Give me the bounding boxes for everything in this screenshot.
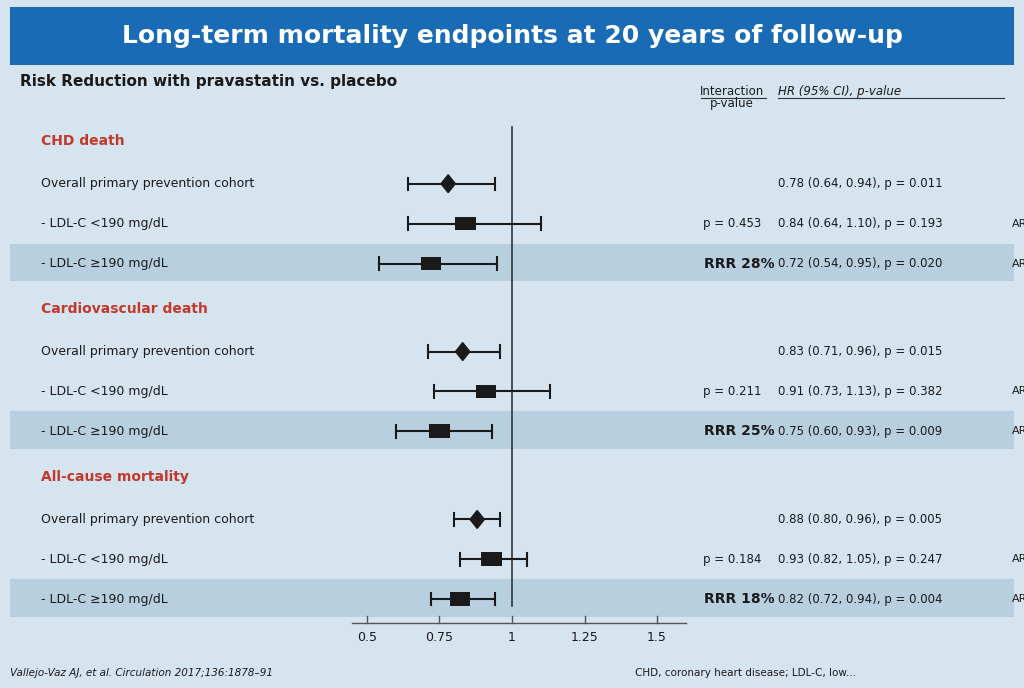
Text: CHD, coronary heart disease; LDL-C, low...: CHD, coronary heart disease; LDL-C, low.… (635, 668, 856, 678)
FancyBboxPatch shape (450, 592, 470, 606)
Text: CHD death: CHD death (41, 134, 125, 148)
Text: 0.82 (0.72, 0.94), p = 0.004: 0.82 (0.72, 0.94), p = 0.004 (778, 593, 943, 605)
Text: 0.84 (0.64, 1.10), p = 0.193: 0.84 (0.64, 1.10), p = 0.193 (778, 217, 943, 230)
Text: - LDL-C <190 mg/dL: - LDL-C <190 mg/dL (41, 385, 168, 398)
Text: - LDL-C ≥190 mg/dL: - LDL-C ≥190 mg/dL (41, 257, 168, 270)
Polygon shape (441, 175, 456, 193)
Text: Overall primary prevention cohort: Overall primary prevention cohort (41, 178, 254, 190)
Text: 0.83 (0.71, 0.96), p = 0.015: 0.83 (0.71, 0.96), p = 0.015 (778, 345, 943, 358)
Text: 0.72 (0.54, 0.95), p = 0.020: 0.72 (0.54, 0.95), p = 0.020 (778, 257, 943, 270)
FancyBboxPatch shape (429, 424, 450, 438)
Text: - LDL-C ≥190 mg/dL: - LDL-C ≥190 mg/dL (41, 593, 168, 605)
Text: ARR: ARR (1012, 219, 1024, 228)
Text: Overall primary prevention cohort: Overall primary prevention cohort (41, 345, 254, 358)
Text: 1.5: 1.5 (647, 631, 667, 644)
Polygon shape (456, 343, 470, 361)
Text: - LDL-C ≥190 mg/dL: - LDL-C ≥190 mg/dL (41, 425, 168, 438)
Text: Risk Reduction with pravastatin vs. placebo: Risk Reduction with pravastatin vs. plac… (20, 74, 397, 89)
Text: p = 0.453: p = 0.453 (703, 217, 761, 230)
Text: Vallejo-Vaz AJ, et al. Circulation 2017;136:1878–91: Vallejo-Vaz AJ, et al. Circulation 2017;… (10, 668, 273, 678)
Text: ARR: ARR (1012, 387, 1024, 396)
Text: ARR: ARR (1012, 555, 1024, 564)
Text: 0.75 (0.60, 0.93), p = 0.009: 0.75 (0.60, 0.93), p = 0.009 (778, 425, 942, 438)
Text: 0.93 (0.82, 1.05), p = 0.247: 0.93 (0.82, 1.05), p = 0.247 (778, 553, 943, 566)
Text: Cardiovascular death: Cardiovascular death (41, 302, 208, 316)
FancyBboxPatch shape (456, 217, 476, 230)
Text: RRR 18%: RRR 18% (703, 592, 774, 606)
Text: 1.25: 1.25 (570, 631, 598, 644)
Text: 0.75: 0.75 (425, 631, 454, 644)
Text: 0.88 (0.80, 0.96), p = 0.005: 0.88 (0.80, 0.96), p = 0.005 (778, 513, 942, 526)
FancyBboxPatch shape (10, 244, 1014, 281)
FancyBboxPatch shape (10, 411, 1014, 449)
FancyBboxPatch shape (10, 7, 1014, 65)
Text: Interaction: Interaction (700, 85, 764, 98)
Text: 0.5: 0.5 (357, 631, 377, 644)
Text: ARR: ARR (1012, 259, 1024, 268)
Text: HR (95% CI), p-value: HR (95% CI), p-value (778, 85, 901, 98)
Text: - LDL-C <190 mg/dL: - LDL-C <190 mg/dL (41, 553, 168, 566)
FancyBboxPatch shape (10, 579, 1014, 617)
Text: 0.78 (0.64, 0.94), p = 0.011: 0.78 (0.64, 0.94), p = 0.011 (778, 178, 943, 190)
FancyBboxPatch shape (475, 385, 497, 398)
Text: RRR 28%: RRR 28% (703, 257, 774, 270)
Text: - LDL-C <190 mg/dL: - LDL-C <190 mg/dL (41, 217, 168, 230)
Text: p-value: p-value (711, 97, 754, 110)
Text: RRR 25%: RRR 25% (703, 424, 774, 438)
FancyBboxPatch shape (421, 257, 441, 270)
Text: p = 0.211: p = 0.211 (702, 385, 762, 398)
Text: p = 0.184: p = 0.184 (702, 553, 762, 566)
Polygon shape (470, 510, 484, 528)
Text: All-cause mortality: All-cause mortality (41, 470, 188, 484)
Text: ARR: ARR (1012, 594, 1024, 604)
FancyBboxPatch shape (481, 552, 502, 566)
Text: Overall primary prevention cohort: Overall primary prevention cohort (41, 513, 254, 526)
Text: Long-term mortality endpoints at 20 years of follow-up: Long-term mortality endpoints at 20 year… (122, 24, 902, 47)
Text: 1: 1 (508, 631, 516, 644)
Text: 0.91 (0.73, 1.13), p = 0.382: 0.91 (0.73, 1.13), p = 0.382 (778, 385, 943, 398)
Text: ARR: ARR (1012, 427, 1024, 436)
